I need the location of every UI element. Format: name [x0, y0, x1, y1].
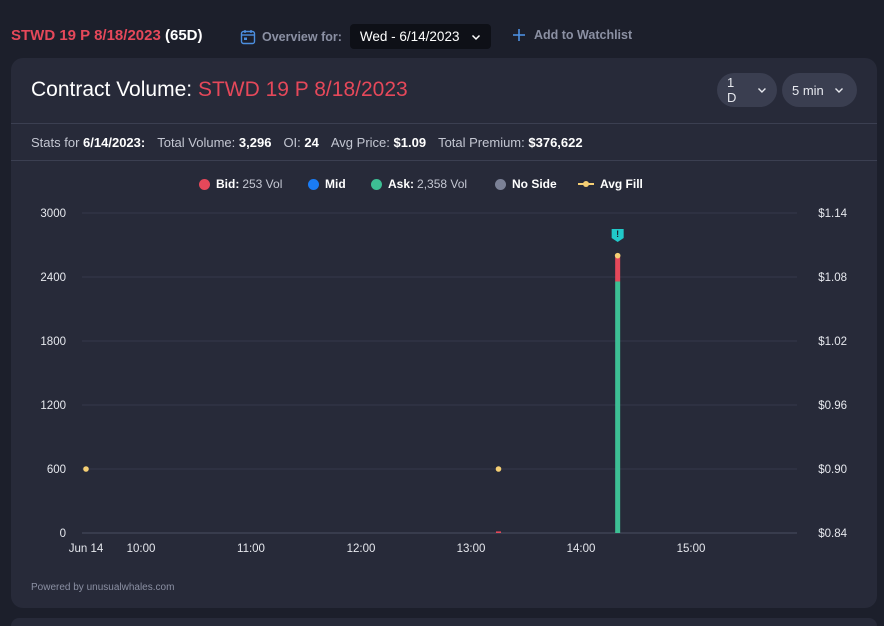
stats-total-volume: Total Volume: 3,296: [157, 135, 272, 150]
top-bar: STWD 19 P 8/18/2023 (65D) Overview for: …: [0, 0, 884, 72]
y2-tick-label: $1.14: [818, 208, 847, 220]
bid-dot-icon: [199, 178, 210, 190]
interval-dropdown[interactable]: 5 min: [782, 73, 857, 107]
interval-value: 5 min: [792, 82, 824, 98]
y-tick-label: 600: [47, 464, 66, 476]
x-tick-label: Jun 14: [69, 543, 104, 555]
legend-bid[interactable]: Bid: 253 Vol: [199, 177, 282, 191]
stats-avg-price: Avg Price: $1.09: [330, 135, 427, 150]
ticker-symbol: STWD 19 P 8/18/2023: [11, 27, 161, 44]
y2-tick-label: $1.08: [818, 272, 847, 284]
volume-bar-bid: [615, 256, 621, 282]
y-tick-label: 2400: [40, 272, 66, 284]
y2-tick-label: $0.96: [818, 400, 847, 412]
chevron-down-icon: [834, 88, 843, 93]
x-tick-label: 11:00: [237, 543, 265, 555]
calendar-icon: [240, 29, 256, 44]
y-tick-label: 1800: [40, 336, 66, 348]
x-tick-label: 14:00: [567, 543, 596, 555]
y2-tick-label: $1.02: [818, 336, 847, 348]
y2-tick-label: $0.90: [818, 464, 847, 476]
legend-mid[interactable]: Mid: [308, 177, 349, 191]
y2-tick-label: $0.84: [818, 528, 847, 540]
contract-ticker: STWD 19 P 8/18/2023 (65D): [11, 27, 203, 44]
card-title: Contract Volume: STWD 19 P 8/18/2023: [31, 78, 408, 102]
avg-fill-point: [83, 466, 89, 472]
range-value: 1 D: [727, 75, 737, 105]
legend-ask[interactable]: Ask: 2,358 Vol: [371, 177, 467, 191]
ask-dot-icon: [371, 178, 382, 190]
x-tick-label: 10:00: [127, 543, 156, 555]
powered-by: Powered by unusualwhales.com: [31, 582, 175, 593]
volume-bar-bid: [496, 531, 501, 533]
y-tick-label: 1200: [40, 400, 66, 412]
next-card-edge: [11, 618, 877, 626]
y-tick-label: 3000: [40, 208, 66, 220]
no-side-dot-icon: [495, 178, 506, 190]
range-dropdown[interactable]: 1 D: [717, 73, 777, 107]
divider: [11, 123, 877, 124]
divider: [11, 160, 877, 161]
chevron-down-icon: [758, 88, 767, 93]
contract-volume-card: Contract Volume: STWD 19 P 8/18/2023 1 D…: [11, 58, 877, 608]
stats-row: Stats for 6/14/2023: Total Volume: 3,296…: [31, 135, 595, 150]
volume-chart: 0 $0.84 600 $0.90 1200 $0.96 1800 $1.02 2400 $1.0…: [40, 208, 847, 555]
date-value: Wed - 6/14/2023: [359, 29, 460, 44]
chevron-down-icon: [472, 34, 481, 40]
chart-legend: Bid: 253 Vol Mid Ask: 2,358 Vol No Side Av…: [11, 177, 877, 193]
watchlist-label: Add to Watchlist: [534, 28, 633, 42]
card-title-symbol: STWD 19 P 8/18/2023: [197, 78, 408, 101]
date-select[interactable]: Wed - 6/14/2023: [349, 24, 492, 49]
legend-no-side[interactable]: No Side: [495, 177, 560, 191]
stats-oi: OI: 24: [283, 135, 319, 150]
stats-total-premium: Total Premium: $376,622: [438, 135, 583, 150]
stats-date: Stats for 6/14/2023:: [31, 135, 146, 150]
volume-bar-ask: [615, 281, 621, 533]
avg-fill-line-icon: [578, 181, 594, 187]
avg-fill-point: [614, 252, 621, 259]
alert-marker-icon: [611, 229, 624, 242]
days-to-expiry: (65D): [164, 27, 203, 44]
x-tick-label: 13:00: [457, 543, 486, 555]
card-title-prefix: Contract Volume:: [31, 78, 193, 101]
mid-dot-icon: [308, 178, 319, 190]
y-tick-label: 0: [60, 528, 66, 540]
overview-selector: Overview for: Wed - 6/14/2023: [240, 24, 492, 49]
add-to-watchlist-button[interactable]: Add to Watchlist: [512, 28, 632, 42]
legend-avg-fill[interactable]: Avg Fill: [578, 177, 646, 191]
overview-label: Overview for:: [262, 29, 342, 44]
plus-icon: [513, 29, 525, 41]
avg-fill-point: [495, 466, 502, 472]
alert-marker-label: !: [616, 229, 619, 239]
x-tick-label: 15:00: [677, 543, 706, 555]
x-tick-label: 12:00: [347, 543, 376, 555]
